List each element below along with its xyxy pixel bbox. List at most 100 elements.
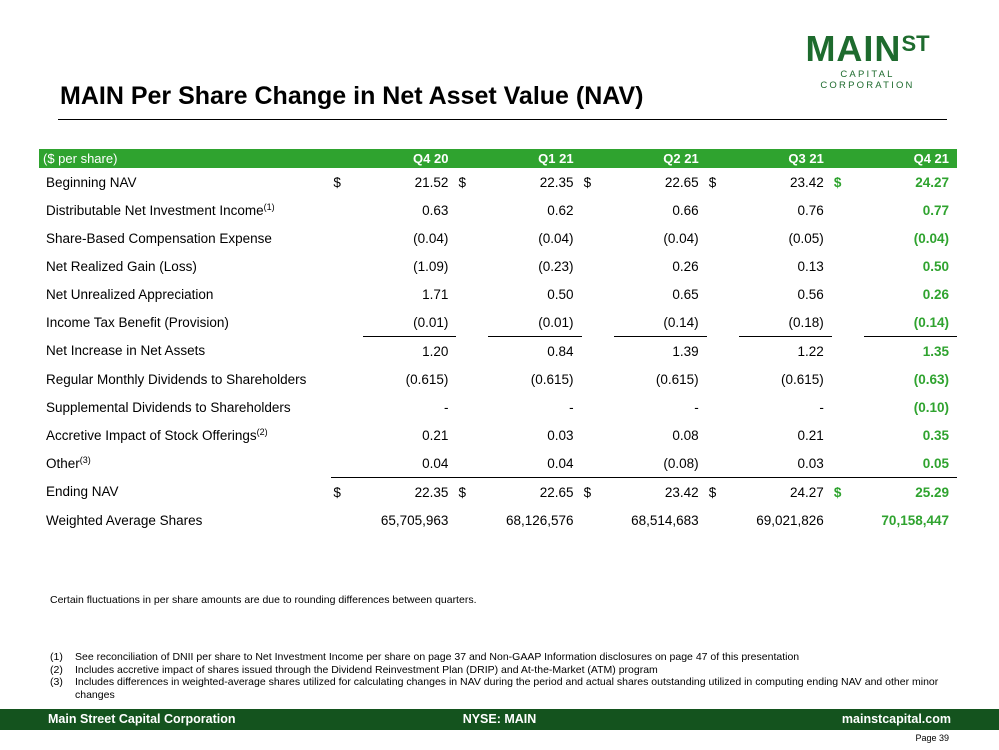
footnote-number: (1) xyxy=(50,651,63,663)
table-row: Beginning NAV $21.52 $22.35 $22.65 $23.42 $24… xyxy=(39,168,957,196)
row-label-cell: Net Unrealized Appreciation xyxy=(39,280,331,308)
value-cell: (0.01) xyxy=(363,308,457,337)
row-label-cell: Net Increase in Net Assets xyxy=(39,337,331,366)
dollar-sign-cell xyxy=(582,393,614,421)
dollar-sign-cell xyxy=(832,196,864,224)
value-cell: 22.35 xyxy=(539,174,574,190)
value-cell: 70,158,447 xyxy=(881,512,949,528)
row-label-cell: Accretive Impact of Stock Offerings(2) xyxy=(39,421,331,449)
row-label-cell: Regular Monthly Dividends to Shareholder… xyxy=(39,365,331,393)
dollar-sign-cell xyxy=(331,280,363,308)
table-row: Net Increase in Net Assets 1.20 0.84 1.39 1.… xyxy=(39,337,957,366)
dollar-sign-cell xyxy=(832,224,864,252)
value-cell: - xyxy=(819,399,824,415)
row-label: Net Increase in Net Assets xyxy=(46,343,206,359)
table-row: Other(3) 0.04 0.04 (0.08) 0.03 0.05 xyxy=(39,449,957,478)
dollar-sign-cell xyxy=(582,196,614,224)
dollar-sign-cell xyxy=(582,280,614,308)
row-label-cell: Weighted Average Shares xyxy=(39,506,331,534)
column-header: Q3 21 xyxy=(788,151,824,166)
value-cell: 25.29 xyxy=(915,484,949,500)
dollar-sign-cell xyxy=(707,393,739,421)
value-cell: (0.615) xyxy=(530,371,574,387)
footnotes: (1) See reconciliation of DNII per share … xyxy=(50,651,950,701)
footnote-text: See reconciliation of DNII per share to … xyxy=(75,651,800,663)
dollar-sign-cell xyxy=(582,252,614,280)
dollar-sign-cell xyxy=(456,421,488,449)
dollar-sign-cell: $ xyxy=(708,484,717,500)
dollar-sign-cell xyxy=(707,308,739,337)
footer-ticker: NYSE: MAIN xyxy=(462,712,537,726)
dollar-sign-cell: $ xyxy=(708,174,717,190)
footnote: (1) See reconciliation of DNII per share … xyxy=(50,651,950,664)
footnote-marker: (3) xyxy=(79,455,91,466)
dollar-sign-cell xyxy=(456,196,488,224)
dollar-sign-cell xyxy=(706,449,739,478)
row-label: Regular Monthly Dividends to Shareholder… xyxy=(46,371,307,387)
value-cell: 0.77 xyxy=(922,202,949,218)
dollar-sign-cell xyxy=(456,449,489,478)
dollar-sign-cell xyxy=(707,196,739,224)
footnote-marker: (2) xyxy=(256,427,268,437)
value-cell: 1.71 xyxy=(422,286,449,302)
logo-sup: ST xyxy=(901,31,930,56)
table-header-row: ($ per share) Q4 20 Q1 21 Q2 21 Q3 21 Q4… xyxy=(39,149,957,168)
footnote: (3) Includes differences in weighted-aver… xyxy=(50,676,950,701)
dollar-sign-cell xyxy=(832,506,864,534)
dollar-sign-cell xyxy=(832,337,864,366)
dollar-sign-cell xyxy=(456,252,488,280)
value-cell: 68,514,683 xyxy=(631,512,699,528)
value-cell: 0.76 xyxy=(797,202,824,218)
value-cell: 0.26 xyxy=(672,258,699,274)
nav-table: ($ per share) Q4 20 Q1 21 Q2 21 Q3 21 Q4… xyxy=(39,149,957,534)
value-cell: (0.04) xyxy=(413,230,449,246)
value-cell: - xyxy=(694,399,699,415)
table-row: Ending NAV $22.35 $22.65 $23.42 $24.27 $25.29 xyxy=(39,478,957,507)
value-cell: 65,705,963 xyxy=(380,512,449,528)
dollar-sign-cell xyxy=(707,506,739,534)
row-label: Accretive Impact of Stock Offerings xyxy=(46,428,257,443)
footnote-number: (2) xyxy=(50,663,63,676)
row-label: Weighted Average Shares xyxy=(46,512,203,528)
table-row: Distributable Net Investment Income(1) 0.… xyxy=(39,196,957,224)
dollar-sign-cell xyxy=(456,308,488,337)
dollar-sign-cell xyxy=(832,308,864,337)
dollar-sign-cell: $ xyxy=(333,174,341,190)
value-cell: 0.21 xyxy=(797,427,824,443)
dollar-sign-cell xyxy=(456,506,488,534)
value-cell: 0.65 xyxy=(672,286,699,302)
table-row: Weighted Average Shares 65,705,963 68,126,… xyxy=(39,506,957,534)
value-cell: (0.23) xyxy=(538,258,574,274)
value-cell: 24.27 xyxy=(790,484,824,500)
value-cell: 1.20 xyxy=(422,343,449,359)
dollar-sign-cell xyxy=(707,337,739,366)
dollar-sign-cell xyxy=(582,337,614,366)
value-cell: 0.03 xyxy=(738,449,832,478)
value-cell: (0.14) xyxy=(863,308,957,337)
title-divider xyxy=(58,119,947,120)
row-label: Ending NAV xyxy=(46,484,119,500)
value-cell: 0.56 xyxy=(797,286,824,302)
value-cell: 22.65 xyxy=(539,484,574,500)
value-cell: 1.22 xyxy=(797,343,824,359)
value-cell: (0.615) xyxy=(655,371,699,387)
dollar-sign-cell: $ xyxy=(583,484,592,500)
dollar-sign-cell xyxy=(331,506,363,534)
table-row: Accretive Impact of Stock Offerings(2) 0.… xyxy=(39,421,957,449)
dollar-sign-cell xyxy=(331,449,364,478)
dollar-sign-cell xyxy=(456,393,488,421)
rounding-note: Certain fluctuations in per share amount… xyxy=(50,594,477,606)
value-cell: (1.09) xyxy=(413,258,449,274)
dollar-sign-cell: $ xyxy=(333,484,341,500)
footer-website-link[interactable]: mainstcapital.com xyxy=(841,712,951,726)
column-header: Q2 21 xyxy=(663,151,699,166)
footer-company: Main Street Capital Corporation xyxy=(48,712,236,726)
value-cell: 0.62 xyxy=(547,202,574,218)
dollar-sign-cell: $ xyxy=(583,174,592,190)
dollar-sign-cell xyxy=(832,393,864,421)
table-row: Income Tax Benefit (Provision) (0.01) (0.0… xyxy=(39,308,957,337)
row-label-cell: Beginning NAV xyxy=(39,168,331,196)
value-cell: 0.08 xyxy=(672,427,699,443)
dollar-sign-cell xyxy=(331,393,363,421)
dollar-sign-cell xyxy=(331,365,363,393)
